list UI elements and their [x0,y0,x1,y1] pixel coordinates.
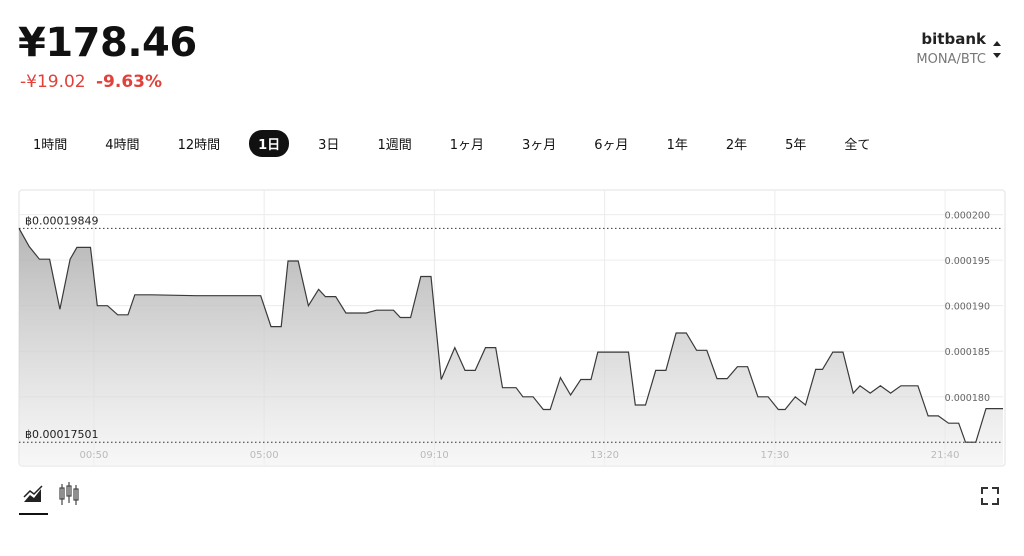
area-fill [19,228,1003,466]
range-tabs: 1時間 4時間 12時間 1日 3日 1週間 1ヶ月 3ヶ月 6ヶ月 1年 2年 5年 全て [24,130,879,157]
plot: 00:5005:0009:1013:2017:3021:400.0001800.… [18,190,1003,466]
y-tick-label: 0.000190 [945,302,990,313]
range-tab[interactable]: 1日 [249,130,290,157]
exchange-name[interactable]: bitbank [921,30,986,48]
pair-name[interactable]: MONA/BTC [916,52,986,67]
range-tab[interactable]: 3日 [318,138,340,153]
range-tab[interactable]: 1時間 [33,138,68,153]
range-tab[interactable]: 3ヶ月 [522,138,557,153]
range-tab[interactable]: 6ヶ月 [594,138,629,153]
chart-type-icons[interactable] [19,482,999,515]
reference-label: ฿0.00019849 [25,214,98,227]
reference-label: ฿0.00017501 [25,428,98,441]
area-icon[interactable] [24,489,41,502]
range-tab[interactable]: 1ヶ月 [449,138,484,153]
range-tab[interactable]: 全て [844,138,871,153]
area-icon-line [23,485,43,498]
range-tab[interactable]: 2年 [725,138,748,153]
y-tick-label: 0.000185 [945,347,990,358]
active-underline [19,513,48,515]
range-tab[interactable]: 4時間 [105,138,140,153]
range-tab[interactable]: 1年 [666,138,688,153]
y-tick-label: 0.000195 [945,256,990,267]
range-tab[interactable]: 1週間 [377,138,412,153]
fullscreen-icon[interactable] [981,487,999,505]
candle-icon[interactable] [59,482,79,505]
price-change: -¥19.02 [20,72,86,92]
range-tab[interactable]: 12時間 [177,138,221,153]
y-tick-label: 0.000200 [945,211,990,222]
price-line [18,228,1003,443]
price: ¥178.46 [18,20,197,66]
range-tab[interactable]: 5年 [785,138,807,153]
price-change-percent: -9.63% [96,72,163,92]
y-tick-label: 0.000180 [945,393,990,404]
